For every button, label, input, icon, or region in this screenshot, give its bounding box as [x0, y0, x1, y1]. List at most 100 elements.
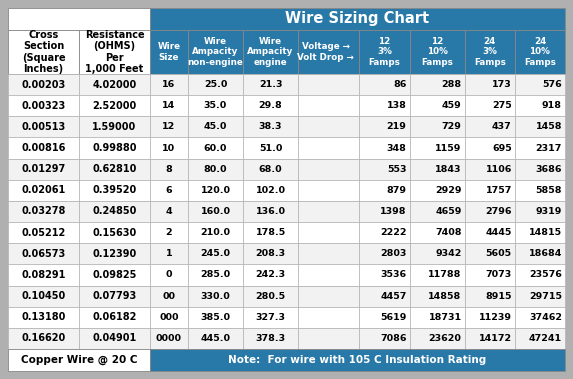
Bar [515, 222, 565, 243]
Text: 385.0: 385.0 [201, 313, 230, 322]
Text: 16: 16 [162, 80, 175, 89]
Text: 68.0: 68.0 [259, 165, 282, 174]
Bar [150, 138, 188, 159]
Bar [8, 159, 79, 180]
Text: 5619: 5619 [380, 313, 406, 322]
Bar [359, 95, 410, 116]
Text: 14858: 14858 [429, 291, 462, 301]
Bar [298, 243, 359, 265]
Bar [298, 116, 359, 138]
Bar [188, 265, 243, 285]
Bar [465, 95, 515, 116]
Bar [150, 95, 188, 116]
Bar [243, 243, 298, 265]
Bar [243, 180, 298, 201]
Text: 7408: 7408 [435, 228, 462, 237]
Bar [410, 243, 465, 265]
Text: 0.99880: 0.99880 [92, 143, 137, 153]
Text: 6: 6 [166, 186, 172, 195]
Text: 29715: 29715 [529, 291, 562, 301]
Text: 47241: 47241 [529, 334, 562, 343]
Bar [150, 243, 188, 265]
Bar [359, 159, 410, 180]
Bar [79, 74, 150, 95]
Bar [8, 265, 79, 285]
Text: 35.0: 35.0 [204, 101, 227, 110]
Bar [243, 307, 298, 328]
Bar [188, 307, 243, 328]
Bar [465, 243, 515, 265]
Bar [150, 265, 188, 285]
Text: 219: 219 [387, 122, 406, 132]
Text: 2803: 2803 [380, 249, 406, 258]
Bar [8, 243, 79, 265]
Text: 1106: 1106 [485, 165, 512, 174]
Bar [79, 222, 150, 243]
Bar [465, 116, 515, 138]
Text: 288: 288 [441, 80, 462, 89]
Bar [515, 30, 565, 74]
Text: 8915: 8915 [485, 291, 512, 301]
Text: 208.3: 208.3 [256, 249, 286, 258]
Bar [8, 349, 150, 371]
Text: 0.39520: 0.39520 [92, 185, 136, 195]
Text: 24
10%
Famps: 24 10% Famps [524, 37, 556, 67]
Text: Voltage →
Volt Drop →: Voltage → Volt Drop → [297, 42, 354, 62]
Bar [298, 265, 359, 285]
Text: Wire
Ampacity
engine: Wire Ampacity engine [248, 37, 294, 67]
Bar [515, 159, 565, 180]
Bar [79, 285, 150, 307]
Bar [243, 201, 298, 222]
Text: 14172: 14172 [478, 334, 512, 343]
Text: 4.02000: 4.02000 [92, 80, 136, 89]
Text: 2.52000: 2.52000 [92, 101, 136, 111]
Bar [188, 95, 243, 116]
Text: 0.62810: 0.62810 [92, 164, 137, 174]
Bar [8, 285, 79, 307]
Text: 23576: 23576 [529, 271, 562, 279]
Text: 37462: 37462 [529, 313, 562, 322]
Text: 0.05212: 0.05212 [21, 228, 66, 238]
Bar [359, 265, 410, 285]
Text: 0.02061: 0.02061 [21, 185, 66, 195]
Text: 3536: 3536 [380, 271, 406, 279]
Bar [410, 285, 465, 307]
Text: 0.04901: 0.04901 [92, 334, 136, 343]
Bar [515, 328, 565, 349]
Bar [243, 222, 298, 243]
Text: 1757: 1757 [485, 186, 512, 195]
Bar [359, 116, 410, 138]
Bar [79, 116, 150, 138]
Text: 23620: 23620 [429, 334, 462, 343]
Text: 4457: 4457 [380, 291, 406, 301]
Text: 280.5: 280.5 [256, 291, 286, 301]
Text: 4445: 4445 [485, 228, 512, 237]
Text: 1398: 1398 [380, 207, 406, 216]
Bar [243, 138, 298, 159]
Text: 0.00323: 0.00323 [21, 101, 66, 111]
Bar [465, 159, 515, 180]
Bar [410, 328, 465, 349]
Text: 25.0: 25.0 [204, 80, 227, 89]
Text: 0.07793: 0.07793 [92, 291, 136, 301]
Bar [79, 328, 150, 349]
Bar [79, 265, 150, 285]
Bar [150, 307, 188, 328]
Text: 1.59000: 1.59000 [92, 122, 136, 132]
Bar [410, 74, 465, 95]
Bar [188, 159, 243, 180]
Text: 0.15630: 0.15630 [92, 228, 136, 238]
Text: 576: 576 [542, 80, 562, 89]
Bar [465, 285, 515, 307]
Bar [8, 201, 79, 222]
Bar [298, 328, 359, 349]
Text: 553: 553 [387, 165, 406, 174]
Bar [150, 8, 565, 30]
Text: 00: 00 [163, 291, 175, 301]
Text: Wire Sizing Chart: Wire Sizing Chart [285, 11, 430, 27]
Bar [515, 116, 565, 138]
Text: 24
3%
Famps: 24 3% Famps [474, 37, 505, 67]
Text: 275: 275 [492, 101, 512, 110]
Text: 1159: 1159 [435, 144, 462, 152]
Bar [150, 30, 188, 74]
